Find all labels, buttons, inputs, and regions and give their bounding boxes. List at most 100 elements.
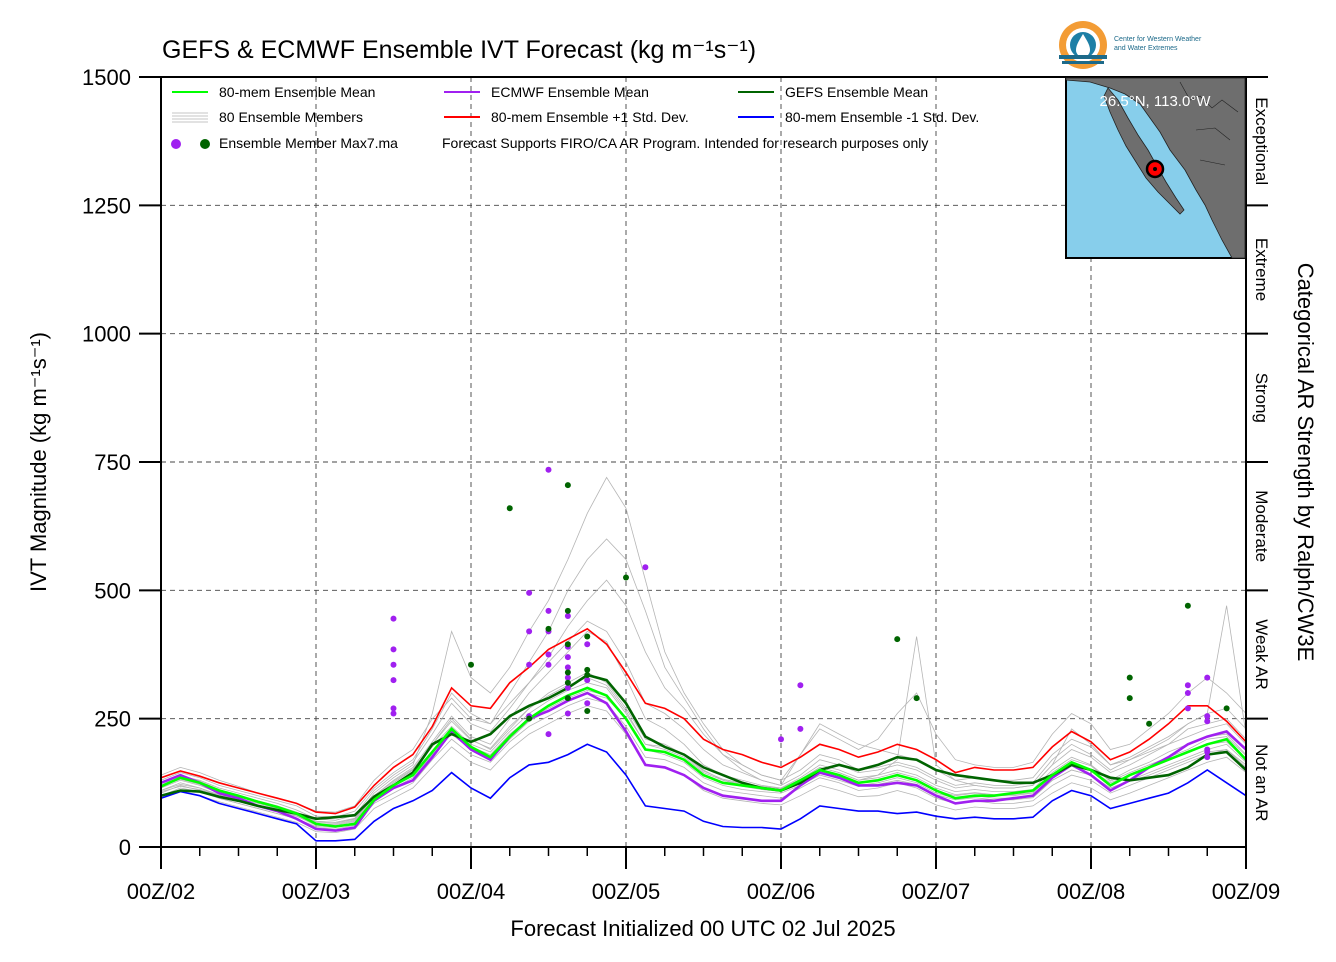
gefs-max-point-19 bbox=[1126, 695, 1133, 702]
ensemble-member-line-9 bbox=[160, 605, 1247, 821]
x-tick-label-00Z/07: 00Z/07 bbox=[902, 879, 971, 904]
x-tick-label-00Z/08: 00Z/08 bbox=[1057, 879, 1126, 904]
gefs-max-point-21 bbox=[1184, 602, 1191, 609]
ecmwf-max-point-14 bbox=[545, 651, 552, 658]
gefs-max-point-8 bbox=[564, 669, 571, 676]
x-tick-label-00Z/04: 00Z/04 bbox=[437, 879, 506, 904]
ensemble-series bbox=[160, 627, 1247, 842]
ecmwf-max-point-31 bbox=[797, 725, 804, 732]
ar-category-axis: Not an AR Weak AR Moderate Strong Extreme Exc… bbox=[1246, 76, 1271, 822]
gefs-max-point-16 bbox=[894, 636, 901, 643]
logo-text-line1: Center for Western Weather bbox=[1114, 36, 1202, 43]
category-label-exceptional: Exceptional bbox=[1252, 97, 1271, 185]
series-line-gefs-ensemble-mean bbox=[160, 673, 1247, 821]
x-axis-label: Forecast Initialized 00 UTC 02 Jul 2025 bbox=[510, 916, 895, 941]
ecmwf-max-point-28 bbox=[642, 564, 649, 571]
legend: 80-mem Ensemble Mean 80 Ensemble Members… bbox=[171, 84, 979, 151]
ensemble-members bbox=[160, 476, 1247, 834]
series-line-80-mem-ensemble-1-std-dev bbox=[160, 743, 1247, 842]
x-tick-label-00Z/09: 00Z/09 bbox=[1212, 879, 1281, 904]
ecmwf-max-point-1 bbox=[390, 615, 397, 622]
x-tick-label-00Z/03: 00Z/03 bbox=[282, 879, 351, 904]
ensemble-member-line-10 bbox=[160, 636, 1247, 825]
ecmwf-max-point-12 bbox=[545, 607, 552, 614]
gefs-max-point-12 bbox=[584, 666, 591, 673]
y-tick-label-750: 750 bbox=[94, 450, 131, 475]
ensemble-member-line-11 bbox=[160, 689, 1247, 827]
category-axis-title: Categorical AR Strength by Ralph/CW3E bbox=[1293, 263, 1318, 662]
legend-plus1-label: 80-mem Ensemble +1 Std. Dev. bbox=[491, 109, 689, 125]
gefs-max-point-1 bbox=[468, 661, 474, 668]
logo-text-line2: and Water Extremes bbox=[1114, 45, 1178, 52]
gefs-max-point-14 bbox=[584, 707, 591, 714]
series-line-80-mem-ensemble-mean bbox=[160, 686, 1247, 828]
gefs-max-point-20 bbox=[1146, 720, 1153, 727]
gefs-max-point-11 bbox=[584, 633, 591, 640]
ensemble-member-line-7 bbox=[160, 630, 1247, 823]
ecmwf-max-point-8 bbox=[526, 628, 533, 635]
ecmwf-max-point-15 bbox=[545, 661, 552, 668]
ecmwf-max-point-5 bbox=[390, 705, 397, 712]
legend-ecmwf-dot bbox=[171, 139, 181, 149]
category-label-strong: Strong bbox=[1252, 373, 1271, 423]
ecmwf-max-point-19 bbox=[564, 654, 571, 661]
ecmwf-max-point-39 bbox=[1204, 749, 1211, 756]
gefs-max-point-22 bbox=[1223, 705, 1230, 712]
category-label-not-an-ar: Not an AR bbox=[1252, 744, 1271, 822]
ecmwf-max-point-36 bbox=[1204, 713, 1211, 720]
legend-members-label: 80 Ensemble Members bbox=[219, 109, 363, 125]
ecmwf-max-point-29 bbox=[778, 736, 784, 743]
gefs-max-point-6 bbox=[564, 607, 571, 614]
ecmwf-max-point-17 bbox=[564, 613, 571, 619]
y-tick-label-1000: 1000 bbox=[82, 322, 131, 347]
gefs-max-point-9 bbox=[564, 679, 571, 686]
logo-wave-2 bbox=[1062, 61, 1104, 64]
ecmwf-max-point-20 bbox=[564, 664, 571, 671]
gefs-max-point-13 bbox=[584, 672, 591, 679]
logo-drop-icon bbox=[1076, 34, 1090, 57]
category-label-weak-ar: Weak AR bbox=[1252, 619, 1271, 690]
ecmwf-max-point-2 bbox=[390, 646, 397, 653]
ecmwf-max-point-34 bbox=[1184, 705, 1191, 712]
legend-gefs-dot bbox=[200, 139, 210, 149]
y-tick-label-250: 250 bbox=[94, 707, 131, 732]
ecmwf-max-point-6 bbox=[390, 710, 397, 717]
logo-wave-1 bbox=[1059, 55, 1107, 59]
legend-minus1-label: 80-mem Ensemble -1 Std. Dev. bbox=[785, 109, 979, 125]
ecmwf-max-point-32 bbox=[1184, 682, 1191, 689]
ecmwf-max-point-3 bbox=[390, 661, 397, 668]
ecmwf-max-point-9 bbox=[526, 661, 533, 668]
ensemble-member-line-3 bbox=[160, 538, 1247, 818]
gefs-max-point-18 bbox=[1126, 674, 1133, 681]
ecmwf-max-point-25 bbox=[584, 641, 591, 648]
ecmwf-max-point-24 bbox=[564, 710, 571, 717]
gefs-max-point-17 bbox=[913, 695, 920, 702]
legend-max-label: Ensemble Member Max7.ma bbox=[219, 135, 398, 151]
ecmwf-max-point-22 bbox=[564, 684, 571, 691]
gefs-max-point-7 bbox=[564, 641, 571, 648]
ecmwf-max-point-16 bbox=[545, 731, 552, 738]
gefs-max-point-3 bbox=[526, 715, 533, 722]
ecmwf-max-point-7 bbox=[526, 589, 533, 596]
chart-title: GEFS & ECMWF Ensemble IVT Forecast (kg m… bbox=[162, 36, 756, 64]
legend-gefs-label: GEFS Ensemble Mean bbox=[785, 84, 928, 100]
map-mainland bbox=[1065, 77, 1246, 259]
gefs-max-point-2 bbox=[506, 505, 513, 512]
gefs-max-point-5 bbox=[564, 482, 571, 489]
y-tick-label-1250: 1250 bbox=[82, 193, 131, 218]
ecmwf-max-point-40 bbox=[1204, 754, 1211, 761]
ensemble-member-line-8 bbox=[160, 705, 1247, 834]
ecmwf-max-point-21 bbox=[564, 674, 571, 681]
y-tick-label-1500: 1500 bbox=[82, 65, 131, 90]
gefs-max-point-15 bbox=[623, 574, 629, 581]
ecmwf-max-point-11 bbox=[545, 466, 552, 473]
category-label-extreme: Extreme bbox=[1252, 238, 1271, 301]
ecmwf-max-point-26 bbox=[584, 677, 591, 684]
y-axis-label: IVT Magnitude (kg m⁻¹s⁻¹) bbox=[26, 332, 51, 592]
ensemble-member-line-12 bbox=[160, 677, 1247, 824]
y-tick-label-0: 0 bbox=[119, 835, 131, 860]
x-tick-label-00Z/02: 00Z/02 bbox=[127, 879, 196, 904]
ensemble-member-line-6 bbox=[160, 697, 1247, 830]
ecmwf-max-point-4 bbox=[390, 677, 397, 684]
